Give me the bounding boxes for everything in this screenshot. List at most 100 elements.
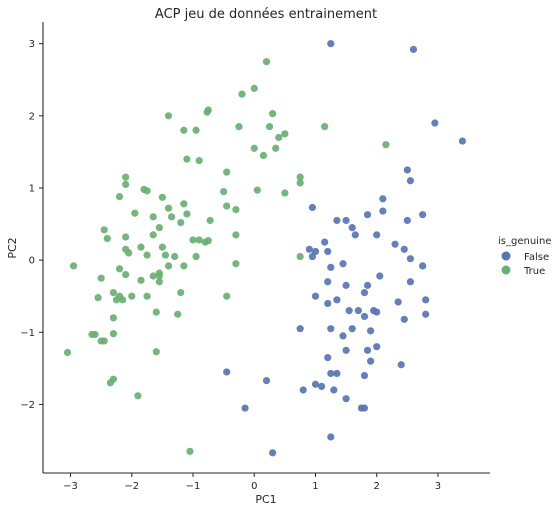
data-point-true [91,330,99,339]
data-point-true [109,330,118,338]
data-point-true [180,262,188,270]
data-point-true [164,204,173,212]
legend-marker-false [501,251,511,261]
data-point-false [324,299,332,308]
data-point-false [419,262,427,270]
data-point-true [189,236,197,244]
x-tick-label: 1 [312,481,318,492]
data-point-true [201,238,209,246]
data-point-true [174,310,182,318]
data-point-true [296,179,304,187]
x-tick-label: 0 [251,481,257,492]
data-point-true [177,219,185,227]
data-point-false [394,298,402,306]
data-point-false [406,177,414,185]
legend-title: is_genuine [498,236,551,247]
data-point-false [324,353,332,362]
x-tick-label: −3 [63,481,78,492]
data-point-false [327,263,335,271]
data-point-true [155,278,163,286]
data-point-true [232,260,240,268]
data-point-false [342,216,350,225]
data-point-false [373,308,381,316]
data-point-true [281,130,289,138]
data-point-true [152,348,160,356]
data-point-true [183,155,191,163]
data-point-false [360,371,369,380]
x-tick-label: 2 [374,481,380,492]
data-point-false [406,255,414,263]
data-point-false [327,433,335,441]
data-point-false [308,252,317,261]
data-point-false [379,207,387,215]
data-point-false [354,307,362,315]
data-point-true [164,112,173,120]
data-point-false [360,289,369,297]
data-point-false [376,272,384,280]
data-point-false [327,325,335,333]
chart-title: ACP jeu de données entrainement [155,7,377,22]
data-point-false [419,211,427,219]
data-point-true [161,251,170,259]
y-tick-label: 1 [29,183,35,194]
data-point-true [94,294,102,302]
data-point-false [431,119,439,127]
data-point-true [259,151,268,160]
data-point-false [342,281,350,289]
data-point-true [180,200,188,208]
data-point-false [333,216,341,225]
data-point-false [262,377,271,385]
data-point-false [391,240,399,248]
data-point-true [180,126,188,134]
data-point-false [403,216,411,225]
data-point-true [177,289,185,297]
data-point-false [342,395,350,403]
data-point-true [125,249,133,257]
data-point-false [373,343,381,351]
legend: is_genuine False True [498,236,551,277]
y-tick-label: 3 [29,39,35,50]
data-point-true [109,314,118,322]
data-point-true [195,156,203,165]
data-point-false [360,312,369,321]
data-point-false [363,211,372,219]
data-point-false [379,195,387,203]
data-point-true [149,272,157,280]
data-point-true [97,274,105,282]
data-point-true [128,292,136,300]
x-tick-label: 3 [435,481,441,492]
data-point-true [195,236,203,244]
data-point-false [342,346,350,354]
data-point-true [296,173,304,181]
y-tick-label: −2 [20,400,35,411]
data-point-true [262,58,271,66]
data-point-false [345,307,353,315]
data-point-false [269,449,277,457]
data-point-true [186,447,194,455]
x-tick-label: −2 [124,481,139,492]
data-point-true [149,213,157,221]
y-axis-label: PC2 [6,237,19,258]
data-point-true [63,348,72,357]
data-point-false [330,386,338,394]
data-point-true [235,123,243,131]
data-point-false [360,404,369,412]
data-point-true [115,193,124,201]
data-point-false [333,296,341,304]
data-point-true [112,296,121,304]
data-point-false [296,325,304,333]
data-point-true [275,133,283,142]
data-point-true [223,292,231,300]
data-point-true [171,252,179,261]
data-point-true [131,209,139,217]
data-point-true [97,337,105,345]
x-tick-label: −1 [186,481,201,492]
data-point-false [241,404,249,412]
ticks-layer: −3 −2 −1 0 1 2 3 −2 −1 0 1 2 3 [20,39,441,492]
data-point-true [167,213,176,221]
data-point-false [422,310,430,318]
data-point-true [250,144,258,152]
data-point-true [238,90,246,98]
